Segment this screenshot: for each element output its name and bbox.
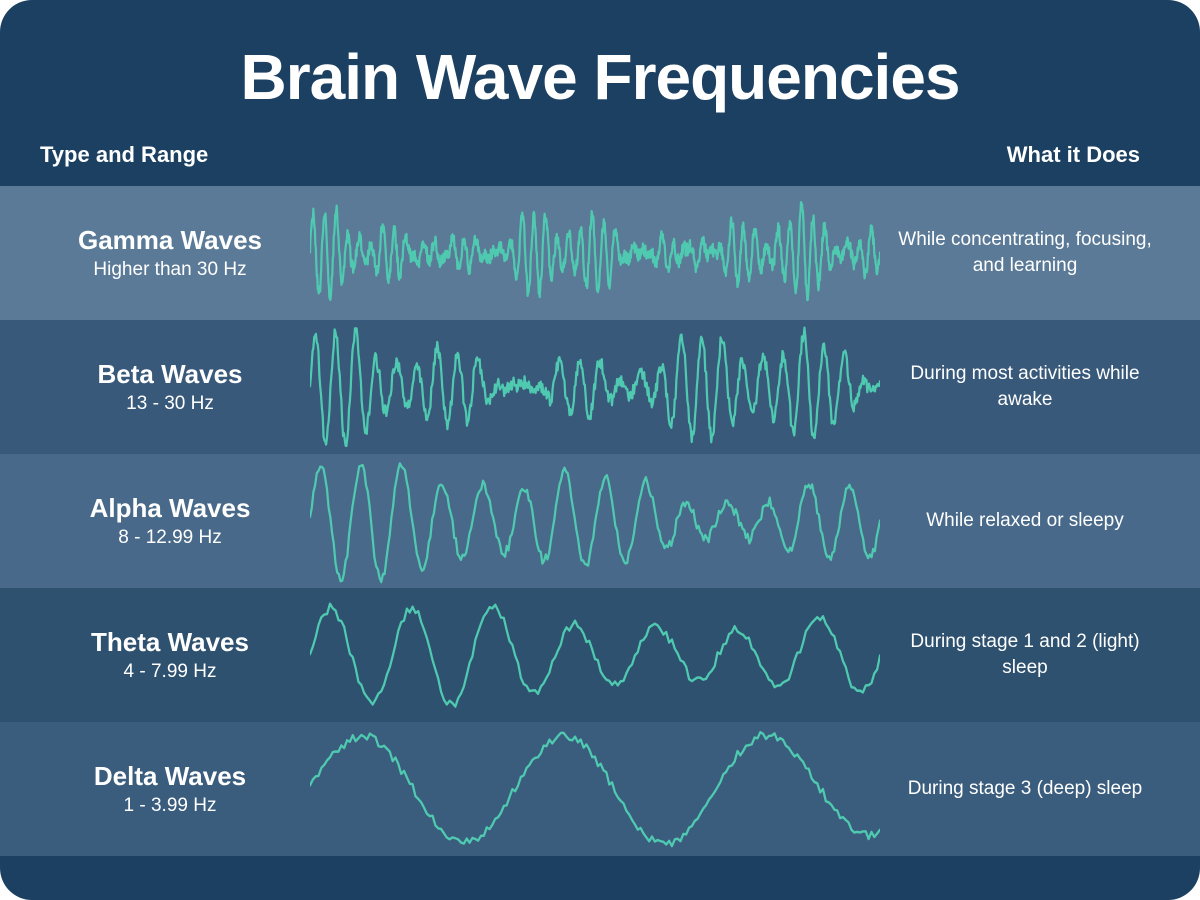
wave-plot <box>300 320 890 454</box>
wave-row: Alpha Waves 8 - 12.99 Hz While relaxed or … <box>0 454 1200 588</box>
page-title: Brain Wave Frequencies <box>0 0 1200 142</box>
wave-row: Gamma Waves Higher than 30 Hz While concen… <box>0 186 1200 320</box>
wave-name: Delta Waves <box>40 761 300 792</box>
wave-description: During stage 1 and 2 (light) sleep <box>890 629 1160 680</box>
wave-rows: Gamma Waves Higher than 30 Hz While concen… <box>0 186 1200 856</box>
wave-description: While relaxed or sleepy <box>890 508 1160 534</box>
wave-description: During stage 3 (deep) sleep <box>890 776 1160 802</box>
wave-name: Beta Waves <box>40 359 300 390</box>
infographic-card: Brain Wave Frequencies Type and Range Wh… <box>0 0 1200 900</box>
wave-label: Alpha Waves 8 - 12.99 Hz <box>40 493 300 548</box>
wave-name: Gamma Waves <box>40 225 300 256</box>
wave-plot <box>300 186 890 320</box>
wave-row: Theta Waves 4 - 7.99 Hz During stage 1 and… <box>0 588 1200 722</box>
wave-range: 8 - 12.99 Hz <box>40 527 300 549</box>
wave-range: 1 - 3.99 Hz <box>40 795 300 817</box>
wave-icon <box>310 454 880 588</box>
wave-name: Alpha Waves <box>40 493 300 524</box>
header-left: Type and Range <box>40 142 208 168</box>
wave-plot <box>300 454 890 588</box>
column-headers: Type and Range What it Does <box>0 142 1200 186</box>
wave-icon <box>310 186 880 320</box>
wave-label: Gamma Waves Higher than 30 Hz <box>40 225 300 280</box>
header-right: What it Does <box>1007 142 1140 168</box>
wave-plot <box>300 722 890 856</box>
wave-name: Theta Waves <box>40 627 300 658</box>
wave-range: 4 - 7.99 Hz <box>40 661 300 683</box>
wave-row: Beta Waves 13 - 30 Hz During most activiti… <box>0 320 1200 454</box>
wave-range: Higher than 30 Hz <box>40 259 300 281</box>
wave-icon <box>310 722 880 856</box>
wave-label: Beta Waves 13 - 30 Hz <box>40 359 300 414</box>
wave-icon <box>310 320 880 454</box>
wave-plot <box>300 588 890 722</box>
wave-label: Delta Waves 1 - 3.99 Hz <box>40 761 300 816</box>
wave-range: 13 - 30 Hz <box>40 393 300 415</box>
wave-icon <box>310 588 880 722</box>
wave-description: While concentrating, focusing, and learn… <box>890 227 1160 278</box>
wave-description: During most activities while awake <box>890 361 1160 412</box>
wave-row: Delta Waves 1 - 3.99 Hz During stage 3 (de… <box>0 722 1200 856</box>
wave-label: Theta Waves 4 - 7.99 Hz <box>40 627 300 682</box>
